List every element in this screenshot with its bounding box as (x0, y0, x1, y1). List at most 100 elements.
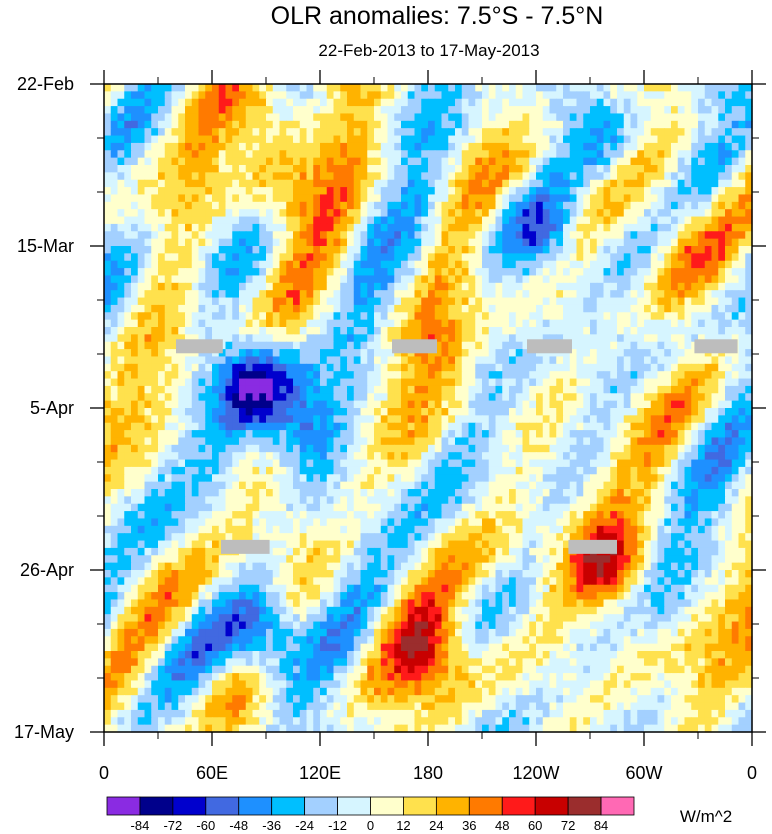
anomaly-cell (299, 444, 308, 453)
anomaly-cell (333, 253, 341, 262)
anomaly-cell (367, 216, 375, 225)
anomaly-cell (542, 327, 551, 335)
anomaly-cell (482, 216, 490, 225)
anomaly-cell (441, 327, 449, 335)
anomaly-cell (266, 91, 274, 100)
anomaly-cell (387, 194, 395, 203)
anomaly-cell (245, 128, 254, 137)
anomaly-cell (623, 297, 632, 306)
anomaly-cell (725, 260, 733, 269)
anomaly-cell (738, 385, 746, 394)
anomaly-cell (252, 378, 260, 387)
anomaly-cell (509, 172, 517, 181)
anomaly-cell (245, 91, 254, 100)
anomaly-cell (367, 238, 375, 247)
anomaly-cell (495, 120, 503, 129)
anomaly-cell (421, 194, 429, 203)
anomaly-cell (515, 165, 524, 173)
anomaly-cell (191, 275, 200, 284)
anomaly-cell (340, 179, 348, 188)
anomaly-cell (124, 216, 132, 225)
anomaly-cell (428, 238, 436, 247)
anomaly-cell (360, 452, 368, 461)
anomaly-cell (596, 349, 605, 358)
anomaly-cell (515, 120, 524, 129)
anomaly-cell (387, 319, 395, 328)
anomaly-cell (664, 135, 672, 144)
anomaly-cell (239, 327, 247, 335)
anomaly-cell (677, 356, 686, 365)
anomaly-cell (225, 452, 233, 461)
anomaly-cell (306, 157, 314, 166)
anomaly-cell (664, 356, 672, 365)
anomaly-cell (137, 422, 146, 431)
anomaly-cell (185, 135, 193, 144)
anomaly-cell (347, 341, 355, 350)
anomaly-cell (414, 408, 422, 416)
anomaly-cell (542, 415, 551, 424)
anomaly-cell (117, 437, 125, 446)
anomaly-cell (617, 312, 625, 321)
anomaly-cell (239, 113, 247, 122)
anomaly-cell (218, 201, 227, 210)
anomaly-cell (637, 422, 645, 431)
anomaly-cell (583, 385, 591, 394)
anomaly-cell (171, 84, 179, 92)
anomaly-cell (272, 334, 281, 343)
anomaly-cell (239, 430, 247, 439)
anomaly-cell (225, 223, 233, 232)
anomaly-cell (259, 319, 267, 328)
anomaly-cell (576, 297, 584, 306)
anomaly-cell (380, 268, 389, 277)
anomaly-cell (259, 334, 267, 343)
anomaly-cell (502, 282, 510, 291)
anomaly-cell (374, 172, 382, 181)
anomaly-cell (718, 437, 726, 446)
anomaly-cell (664, 179, 672, 188)
anomaly-cell (502, 113, 510, 122)
anomaly-cell (387, 201, 395, 210)
anomaly-cell (488, 157, 497, 166)
anomaly-cell (340, 209, 348, 218)
anomaly-cell (495, 444, 503, 453)
anomaly-cell (178, 327, 186, 335)
anomaly-cell (725, 408, 733, 416)
anomaly-cell (671, 393, 679, 402)
anomaly-cell (623, 282, 632, 291)
anomaly-cell (664, 430, 672, 439)
anomaly-cell (110, 459, 119, 468)
anomaly-cell (185, 238, 193, 247)
anomaly-cell (428, 378, 436, 387)
anomaly-cell (407, 165, 416, 173)
anomaly-cell (515, 430, 524, 439)
anomaly-cell (286, 172, 294, 181)
anomaly-cell (718, 194, 726, 203)
anomaly-cell (266, 297, 274, 306)
anomaly-cell (536, 385, 544, 394)
anomaly-cell (650, 290, 659, 299)
anomaly-cell (232, 113, 240, 122)
anomaly-cell (711, 260, 719, 269)
anomaly-cell (326, 98, 335, 107)
anomaly-cell (698, 246, 706, 254)
anomaly-cell (171, 282, 179, 291)
anomaly-cell (549, 437, 557, 446)
anomaly-cell (144, 356, 152, 365)
anomaly-cell (198, 319, 206, 328)
anomaly-cell (340, 142, 348, 151)
anomaly-cell (711, 84, 719, 92)
anomaly-cell (171, 319, 179, 328)
anomaly-cell (738, 150, 746, 159)
anomaly-cell (401, 408, 409, 416)
anomaly-cell (198, 378, 206, 387)
anomaly-cell (583, 459, 591, 468)
anomaly-cell (110, 84, 119, 92)
anomaly-cell (394, 98, 402, 107)
anomaly-cell (178, 319, 186, 328)
anomaly-cell (455, 400, 463, 409)
anomaly-cell (596, 371, 605, 380)
anomaly-cell (218, 120, 227, 129)
anomaly-cell (151, 172, 159, 181)
anomaly-cell (367, 437, 375, 446)
anomaly-cell (684, 268, 692, 277)
